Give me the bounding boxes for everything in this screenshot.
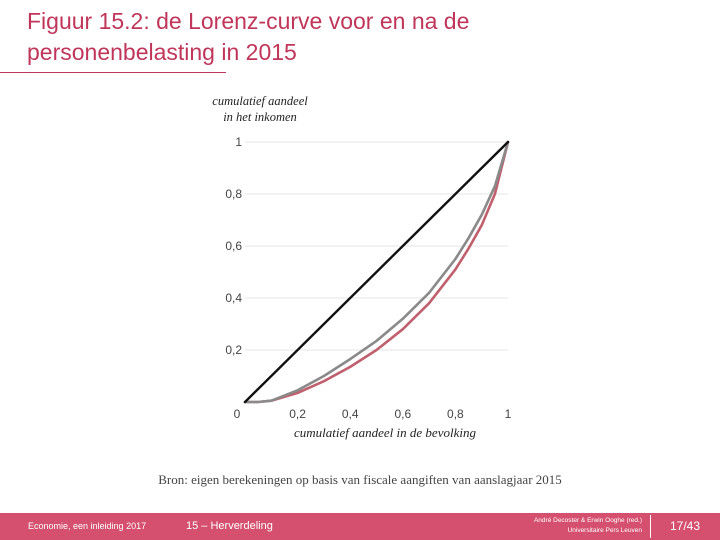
slide-title: Figuur 15.2: de Lorenz-curve voor en na … — [27, 6, 627, 68]
series-lines — [243, 140, 510, 404]
footer-authors-line2: Universitaire Pers Leuven — [567, 527, 642, 534]
equality-line — [243, 140, 510, 404]
footer-bar: Economie, een inleiding 2017 15 – Herver… — [0, 513, 720, 540]
title-underline — [0, 72, 226, 73]
x-tick-labels: 0 0,2 0,4 0,6 0,8 1 — [234, 407, 512, 421]
footer-authors-line1: André Decoster & Erwin Ooghe (red.) — [533, 517, 642, 524]
y-axis-label: cumulatief aandeel in het inkomen — [200, 93, 320, 125]
slide-title-line1: Figuur 15.2: de Lorenz-curve voor en na … — [27, 8, 470, 34]
y-tick-label: 0,2 — [225, 343, 242, 357]
footer-authors: André Decoster & Erwin Ooghe (red.) Univ… — [490, 516, 642, 536]
footer-book-title: Economie, een inleiding 2017 — [28, 521, 147, 531]
y-tick-labels: 0,2 0,4 0,6 0,8 1 — [225, 135, 242, 357]
y-tick-label: 0,8 — [225, 187, 242, 201]
source-note: Bron: eigen berekeningen op basis van fi… — [158, 472, 562, 487]
x-tick-label: 0 — [234, 407, 241, 421]
footer-chapter: 15 – Herverdeling — [186, 520, 273, 532]
y-tick-label: 1 — [235, 135, 242, 149]
y-axis-label-line2: in het inkomen — [223, 110, 297, 124]
x-tick-label: 0,6 — [394, 407, 411, 421]
footer-divider — [650, 515, 651, 538]
y-tick-label: 0,4 — [225, 291, 242, 305]
x-tick-label: 1 — [505, 407, 512, 421]
x-axis-label: cumulatief aandeel in de bevolking — [294, 425, 476, 440]
y-tick-label: 0,6 — [225, 239, 242, 253]
x-tick-label: 0,4 — [342, 407, 359, 421]
y-axis-label-line1: cumulatief aandeel — [212, 94, 308, 108]
page-number: 17/43 — [669, 519, 701, 533]
lorenz-curve-line — [243, 140, 510, 404]
x-tick-label: 0,8 — [447, 407, 464, 421]
x-tick-label: 0,2 — [289, 407, 306, 421]
slide-title-line2: personenbelasting in 2015 — [27, 39, 297, 65]
